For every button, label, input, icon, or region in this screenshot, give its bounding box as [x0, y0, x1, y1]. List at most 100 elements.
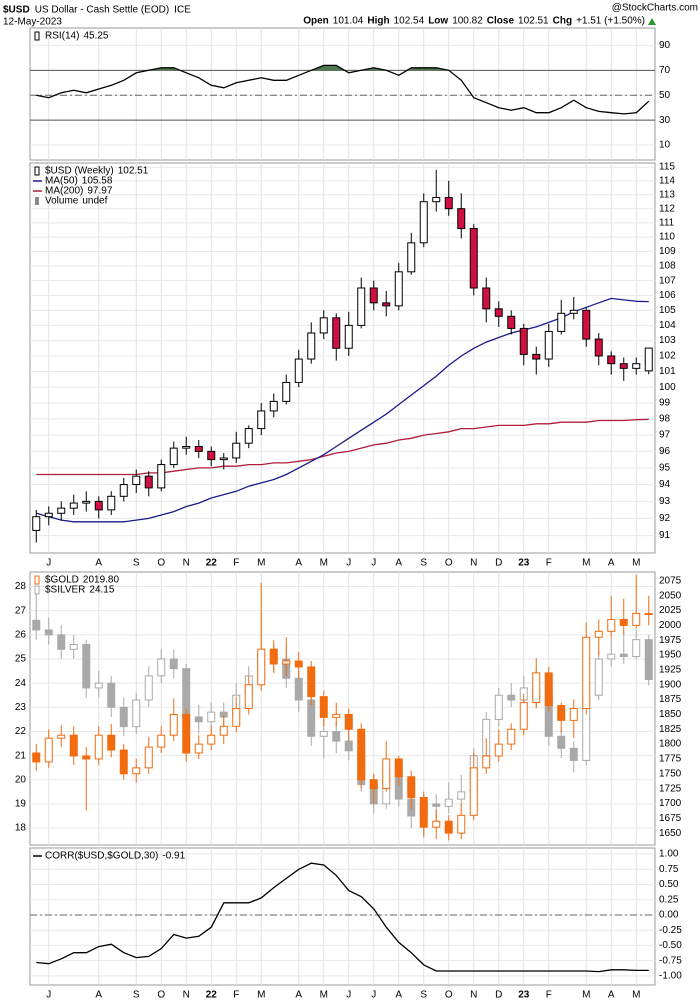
x-tick-label: D [495, 558, 502, 569]
y-tick-label: 1.00 [659, 849, 679, 860]
candle-body [57, 507, 66, 514]
x-tick-label: F [233, 558, 239, 569]
x-tick-label: O [157, 990, 165, 1000]
exchange: ICE [174, 5, 191, 16]
candle-body [407, 776, 416, 799]
candle-body [157, 464, 166, 489]
candle-body [232, 442, 241, 459]
candle-body [432, 803, 441, 807]
candle-body [194, 743, 203, 754]
candle-body [219, 725, 228, 736]
x-tick-label: A [608, 990, 615, 1000]
x-tick-label: 23 [518, 990, 530, 1000]
y-tick-label: 2025 [659, 605, 682, 616]
candle-body [207, 450, 216, 461]
candle-body [507, 694, 516, 701]
candle-body [107, 734, 116, 751]
legend-value: 24.15 [89, 585, 114, 596]
candle-body [632, 613, 641, 626]
candle-body [94, 500, 103, 511]
y-tick-label: 102 [659, 351, 676, 362]
y-tick-label: 110 [659, 232, 675, 243]
x-tick-label: J [371, 558, 376, 569]
candle-body [144, 746, 153, 769]
legend-label: Volume [45, 196, 79, 207]
candle-body [319, 730, 328, 737]
legend-label: MA(200) [45, 186, 83, 197]
y-tick-label: 1875 [659, 694, 682, 705]
quote-label: High [367, 16, 389, 27]
legend-label: CORR($USD,$GOLD,30) [45, 851, 158, 862]
candle-body [82, 755, 91, 760]
candle-body [607, 653, 616, 660]
candle-body [307, 666, 316, 698]
y-tick-label: 1975 [659, 635, 682, 646]
y-tick-label: 22 [15, 726, 27, 737]
legend-value: -0.91 [162, 851, 185, 862]
quote-value: 100.82 [452, 16, 483, 27]
y-tick-label: 106 [659, 290, 676, 301]
y-tick-label: 1800 [659, 739, 682, 750]
candle-body [157, 658, 166, 677]
legend-icon [34, 575, 40, 585]
y-tick-label: 1925 [659, 665, 682, 676]
legend-icon [34, 585, 40, 595]
y-tick-label: 114 [659, 175, 675, 186]
y-tick-label: 25 [15, 654, 27, 665]
y-tick-label: 90 [659, 40, 671, 51]
legend-value: undef [82, 196, 107, 207]
candle-body [244, 428, 253, 444]
candle-body [582, 309, 591, 340]
candle-body [507, 315, 516, 329]
y-tick-label: 101 [659, 366, 676, 377]
change-arrow [648, 18, 656, 25]
candle-body [294, 660, 303, 668]
y-tick-label: 0.75 [659, 864, 679, 875]
y-tick-label: 1700 [659, 798, 682, 809]
quote-label: Low [428, 16, 448, 27]
candle-body [457, 814, 466, 834]
candle-body [644, 639, 653, 681]
y-tick-label: 95 [659, 463, 671, 474]
x-tick-label: J [46, 558, 51, 569]
candle-body [619, 653, 628, 658]
candle-body [119, 484, 128, 497]
candle-body [332, 730, 341, 742]
x-tick-label: 23 [518, 558, 530, 569]
legend-icon [34, 31, 40, 41]
y-tick-label: -0.75 [659, 955, 682, 966]
legend-label: $SILVER [45, 585, 85, 596]
candle-body [132, 767, 141, 775]
candle-body [144, 675, 153, 701]
candle-body [632, 363, 641, 369]
candle-body [157, 734, 166, 748]
candle-body [194, 445, 203, 452]
candle-body [644, 613, 653, 616]
candle-body [544, 672, 553, 707]
legend-label: RSI(14) [45, 31, 79, 42]
candle-body [119, 749, 128, 775]
x-tick-label: M [257, 558, 265, 569]
legend-icon [35, 197, 39, 205]
candle-body [244, 684, 253, 709]
y-tick-label: 1825 [659, 724, 682, 735]
y-tick-label: 115 [659, 162, 675, 173]
candle-body [594, 630, 603, 638]
candle-body [419, 797, 428, 828]
candle-body [269, 400, 278, 412]
y-tick-label: 1750 [659, 768, 682, 779]
candle-body [494, 743, 503, 757]
x-tick-label: N [183, 990, 190, 1000]
candle-body [619, 363, 628, 369]
candle-body [407, 242, 416, 273]
candle-body [519, 702, 528, 730]
y-tick-label: 1950 [659, 650, 682, 661]
candle-body [394, 271, 403, 307]
candle-body [569, 747, 578, 761]
candle-body [307, 332, 316, 360]
y-tick-label: 94 [659, 479, 671, 490]
x-tick-label: D [495, 990, 502, 1000]
series-line [36, 64, 650, 115]
y-tick-label: 2000 [659, 620, 682, 631]
quote-value: +1.51 (+1.50%) [576, 16, 645, 27]
